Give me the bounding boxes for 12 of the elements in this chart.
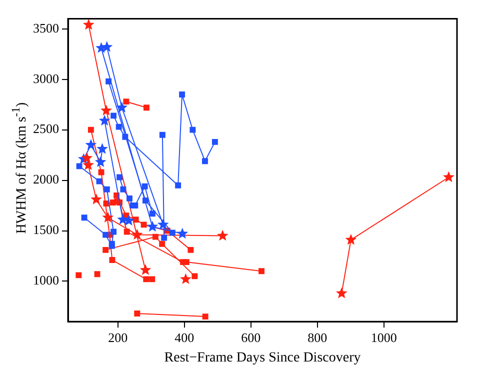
y-tick-label: 3500 (33, 20, 59, 36)
x-tick-label: 1000 (370, 330, 397, 345)
x-axis-title: Rest−Frame Days Since Discovery (164, 350, 361, 366)
y-tick-label: 1500 (33, 222, 59, 238)
x-tick-label: 600 (241, 330, 261, 345)
x-tick-label: 400 (174, 330, 194, 345)
y-tick-label: 2000 (33, 172, 59, 187)
y-tick-label: 3000 (33, 70, 59, 86)
y-tick-label: 1000 (33, 272, 59, 288)
x-tick-label: 800 (308, 330, 328, 345)
y-tick-label: 2500 (33, 121, 59, 136)
x-tick-label: 200 (108, 330, 128, 345)
